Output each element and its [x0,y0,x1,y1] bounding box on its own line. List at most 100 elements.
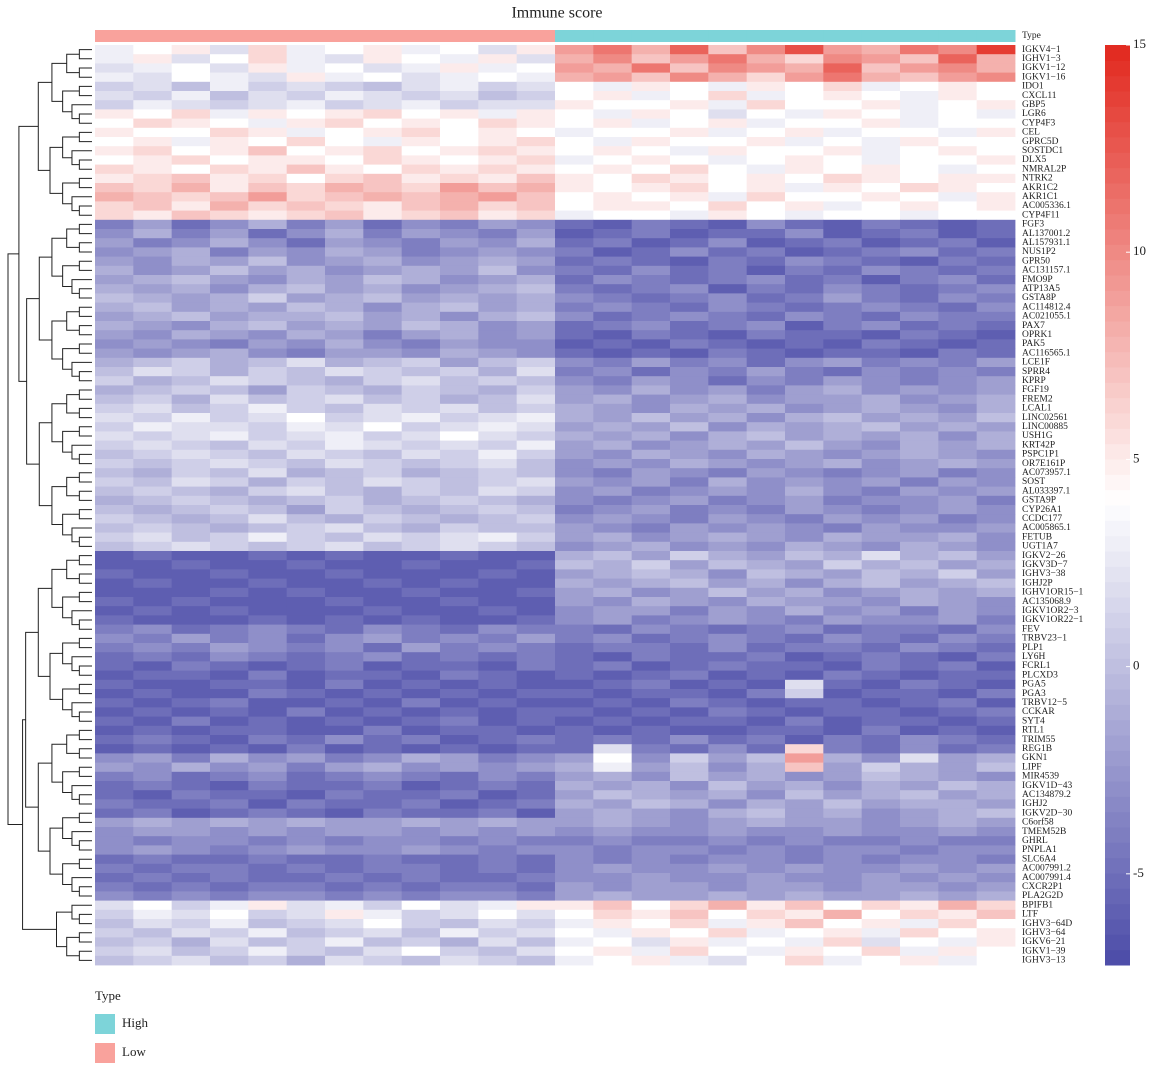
heatmap-cell [248,689,288,699]
heatmap-cell [708,532,748,543]
heatmap-cell [670,652,709,662]
heatmap-cell [248,937,288,947]
heatmap-cell [286,486,326,497]
heatmap-cell [670,946,709,957]
dendrogram-link [78,509,92,520]
heatmap-cell [325,661,364,671]
heatmap-cell [708,698,748,708]
heatmap-cell [516,753,556,763]
heatmap-cell [593,781,633,791]
heatmap-cell [516,597,556,607]
annotation-cell [555,30,594,42]
heatmap-cell [785,946,824,957]
heatmap-cell [938,744,978,754]
row-label: AL157931.1 [1022,238,1071,248]
heatmap-cell [401,45,441,55]
heatmap-cell [861,201,901,211]
dendrogram-link [78,426,92,437]
heatmap-cell [746,293,786,303]
heatmap-cell [401,707,441,717]
heatmap-cell [593,100,633,110]
heatmap-cell [516,394,556,405]
heatmap-cell [363,707,403,717]
heatmap-cell [478,440,518,451]
heatmap-cell [95,873,134,883]
heatmap-cell [478,459,518,469]
heatmap-cell [976,201,1016,211]
heatmap-cell [555,551,594,561]
heatmap-cell [746,109,786,119]
heatmap-cell [171,431,211,441]
heatmap-cell [785,219,824,230]
heatmap-cell [325,321,364,331]
heatmap-cell [708,219,748,230]
heatmap-cell [976,652,1016,662]
heatmap-cell [248,91,288,101]
heatmap-cell [286,808,326,819]
heatmap-cell [555,514,594,524]
heatmap-cell [325,873,364,883]
heatmap-cell [440,376,479,386]
colorbar-step [1105,842,1130,859]
colorbar-step [1105,459,1130,475]
heatmap-cell [593,753,633,763]
heatmap-cell [785,707,824,717]
heatmap-cell [325,155,364,165]
heatmap-cell [286,302,326,313]
heatmap-cell [325,735,364,745]
heatmap-cell [900,486,939,497]
heatmap-cell [171,477,211,487]
heatmap-cell [938,63,978,73]
row-label: PNPLA1 [1022,845,1057,855]
heatmap-cell [478,946,518,957]
heatmap-cell [861,771,901,782]
heatmap-cell [631,624,671,635]
heatmap-cell [593,597,633,607]
heatmap-cell [631,670,671,681]
heatmap-cell [133,45,173,55]
heatmap-cell [325,183,364,193]
heatmap-cell [976,173,1016,184]
heatmap-cell [325,679,364,690]
heatmap-cell [133,440,173,451]
heatmap-cell [631,753,671,763]
heatmap-cell [440,873,479,883]
heatmap-cell [900,311,939,322]
heatmap-cell [440,891,479,901]
dendrogram-link [71,150,92,166]
row-label: KRT42P [1022,440,1055,450]
heatmap-cell [478,891,518,901]
heatmap-cell [95,817,134,828]
heatmap-cell [785,670,824,681]
heatmap-cell [900,827,939,837]
heatmap-cell [785,201,824,211]
heatmap-cell [593,357,633,368]
row-label: PGA3 [1022,689,1046,699]
heatmap-cell [976,109,1016,119]
heatmap-cell [938,201,978,211]
heatmap-cell [286,54,326,64]
heatmap-cell [401,256,441,267]
heatmap-cell [976,45,1016,55]
heatmap-cell [171,790,211,800]
heatmap-cell [670,376,709,386]
heatmap-cell [746,394,786,405]
heatmap-cell [746,873,786,883]
heatmap-cell [555,946,594,957]
heatmap-cell [440,247,479,257]
heatmap-cell [133,247,173,257]
heatmap-cell [861,560,901,570]
heatmap-cell [286,578,326,589]
heatmap-cell [440,413,479,423]
heatmap-cell [938,698,978,708]
heatmap-cell [248,173,288,184]
heatmap-cell [785,716,824,727]
heatmap-cell [133,192,173,202]
heatmap-cell [900,376,939,386]
heatmap-cell [286,863,326,874]
legend-swatch [95,1014,115,1034]
heatmap-cell [286,532,326,543]
heatmap-cell [440,670,479,681]
heatmap-cell [900,348,939,359]
heatmap-cell [210,247,249,257]
